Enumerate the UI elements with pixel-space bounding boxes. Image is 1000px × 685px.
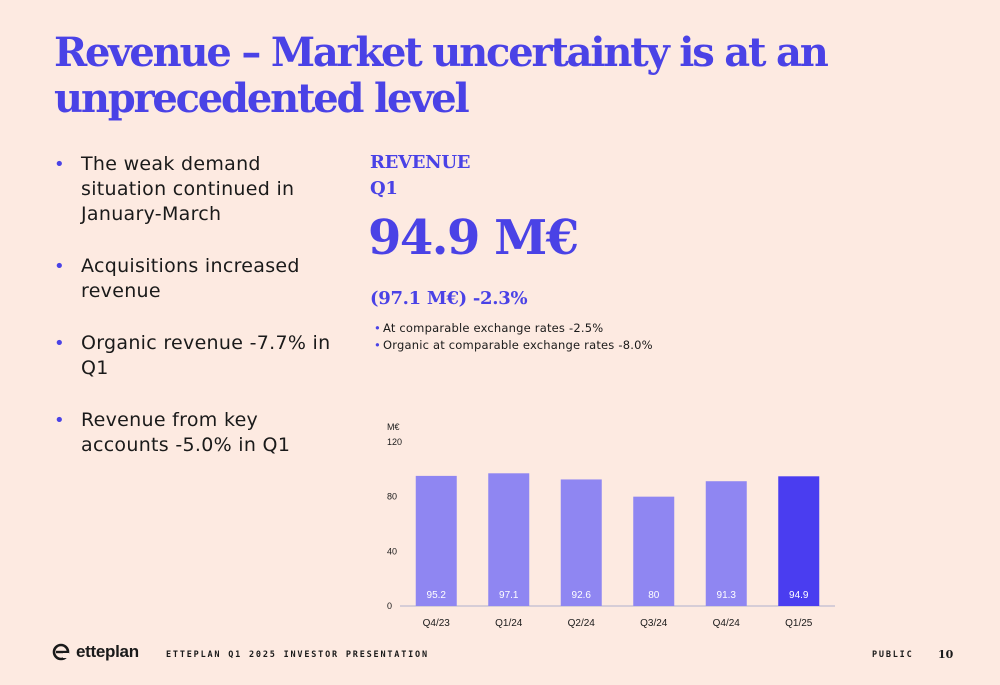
page-title: Revenue – Market uncertainty is at an un… [54, 29, 829, 122]
bar [488, 473, 530, 606]
kpi-notes: • At comparable exchange rates -2.5% • Org… [374, 320, 653, 354]
list-item: • At comparable exchange rates -2.5% [374, 320, 653, 337]
x-tick-label: Q2/24 [568, 618, 596, 629]
page-number: 10 [938, 648, 954, 661]
bullet-text: Acquisitions increased revenue [81, 255, 300, 302]
kpi-label-line1: REVENUE [370, 152, 471, 173]
list-item: • Acquisitions increased revenue [54, 254, 344, 304]
y-tick-label: 120 [387, 437, 402, 447]
bullet-dot-icon: • [54, 410, 65, 431]
etteplan-logo-icon [52, 643, 70, 661]
bar [705, 481, 747, 606]
kpi-value: 94.9 M€ [368, 210, 579, 266]
bullet-dot-icon: • [54, 154, 65, 175]
bullet-dot-icon: • [54, 333, 65, 354]
list-item: • The weak demand situation continued in … [54, 152, 344, 227]
bar-value-label: 92.6 [572, 590, 592, 601]
kpi-label-line2: Q1 [370, 178, 398, 199]
footer-classification: PUBLIC [872, 650, 914, 660]
footer-presentation-title: ETTEPLAN Q1 2025 INVESTOR PRESENTATION [166, 650, 429, 660]
bar-value-label: 91.3 [717, 590, 737, 601]
kpi-comparison: (97.1 M€) -2.3% [370, 288, 528, 309]
bullet-dot-icon: • [54, 256, 65, 277]
bar-value-label: 94.9 [789, 590, 809, 601]
bullet-dot-icon: • [374, 321, 381, 335]
bar [633, 496, 675, 606]
revenue-bar-chart: M€ 0 40 80 120 95.2 Q4/23 97.1 Q1/24 92.6 Q2/24 80 Q… [387, 422, 835, 629]
y-tick-label: 80 [387, 492, 397, 502]
list-item: • Organic at comparable exchange rates -8… [374, 337, 653, 354]
kpi-label: REVENUE Q1 [370, 150, 470, 202]
bullet-text: Revenue from key accounts -5.0% in Q1 [81, 409, 291, 456]
bar-value-label: 80 [648, 590, 660, 601]
list-item: • Organic revenue -7.7% in Q1 [54, 331, 344, 381]
bar [778, 476, 820, 606]
footer-logo: etteplan [52, 642, 139, 662]
x-tick-label: Q3/24 [640, 618, 668, 629]
y-tick-label: 40 [387, 546, 397, 556]
y-axis-label: M€ [387, 422, 400, 432]
x-tick-label: Q1/25 [785, 618, 813, 629]
bullet-dot-icon: • [374, 338, 381, 352]
x-tick-label: Q1/24 [495, 618, 523, 629]
bullet-list: • The weak demand situation continued in … [54, 152, 344, 485]
y-tick-label: 0 [387, 601, 392, 611]
bullet-text: Organic revenue -7.7% in Q1 [81, 332, 331, 379]
x-tick-label: Q4/24 [713, 618, 741, 629]
bar [415, 475, 457, 606]
list-item: • Revenue from key accounts -5.0% in Q1 [54, 408, 344, 458]
x-tick-label: Q4/23 [423, 618, 451, 629]
note-text: At comparable exchange rates -2.5% [382, 321, 604, 335]
bullet-text: The weak demand situation continued in J… [81, 153, 295, 225]
brand-name: etteplan [76, 642, 139, 661]
bar [560, 479, 602, 606]
bar-value-label: 95.2 [427, 590, 447, 601]
note-text: Organic at comparable exchange rates -8.… [382, 338, 653, 352]
bar-value-label: 97.1 [499, 590, 519, 601]
